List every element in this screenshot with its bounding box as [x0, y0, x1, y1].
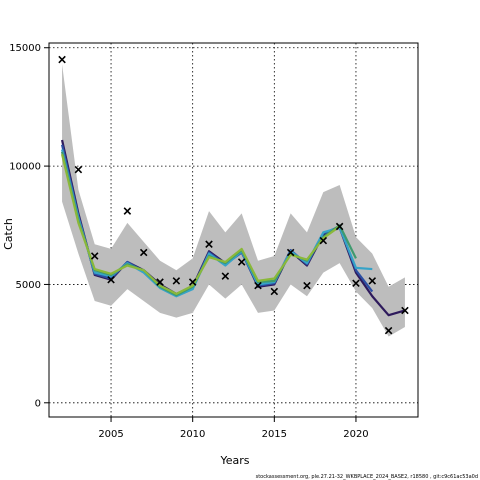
y-axis-title: Catch	[2, 218, 15, 250]
series-line	[60, 151, 357, 297]
observed-point	[254, 281, 262, 290]
observed-point	[205, 240, 213, 248]
observed-point	[270, 287, 279, 296]
observed-point	[172, 277, 181, 285]
observed-markers	[58, 55, 409, 335]
y-tick-label: 10000	[9, 162, 41, 173]
observed-point	[401, 306, 409, 315]
observed-point	[368, 277, 377, 285]
y-tick-label: 0	[35, 398, 41, 409]
observed-point	[286, 248, 295, 257]
x-tick-label: 2015	[262, 429, 287, 440]
observed-point	[107, 275, 115, 284]
observed-point	[58, 55, 66, 64]
x-tick-label: 2020	[343, 429, 368, 440]
confidence-band-layer	[62, 64, 405, 337]
x-tick-label: 2010	[180, 429, 205, 440]
observed-point	[139, 248, 148, 257]
observed-point	[156, 278, 164, 286]
observed-point	[123, 207, 132, 215]
observed-point	[352, 279, 360, 288]
y-tick-label: 5000	[16, 280, 41, 291]
observed-point	[335, 222, 344, 231]
y-tick-label: 15000	[9, 43, 41, 54]
observed-point	[384, 326, 393, 335]
observed-point	[221, 272, 230, 280]
footnote: stockassessment.org, ple.27.21-32_WKBPLA…	[256, 474, 478, 480]
observed-point	[188, 278, 197, 286]
observed-point	[237, 258, 246, 266]
x-axis-title: Years	[219, 454, 249, 467]
observed-point	[90, 252, 99, 260]
observed-point	[319, 236, 328, 245]
observed-point	[303, 281, 311, 290]
confidence-band	[62, 64, 405, 337]
observed-point	[74, 165, 83, 174]
plot-frame	[48, 42, 419, 418]
x-tick-label: 2005	[98, 429, 123, 440]
axes: 2005 2010 2015 2020 0 5000 10000 15000	[9, 43, 368, 440]
